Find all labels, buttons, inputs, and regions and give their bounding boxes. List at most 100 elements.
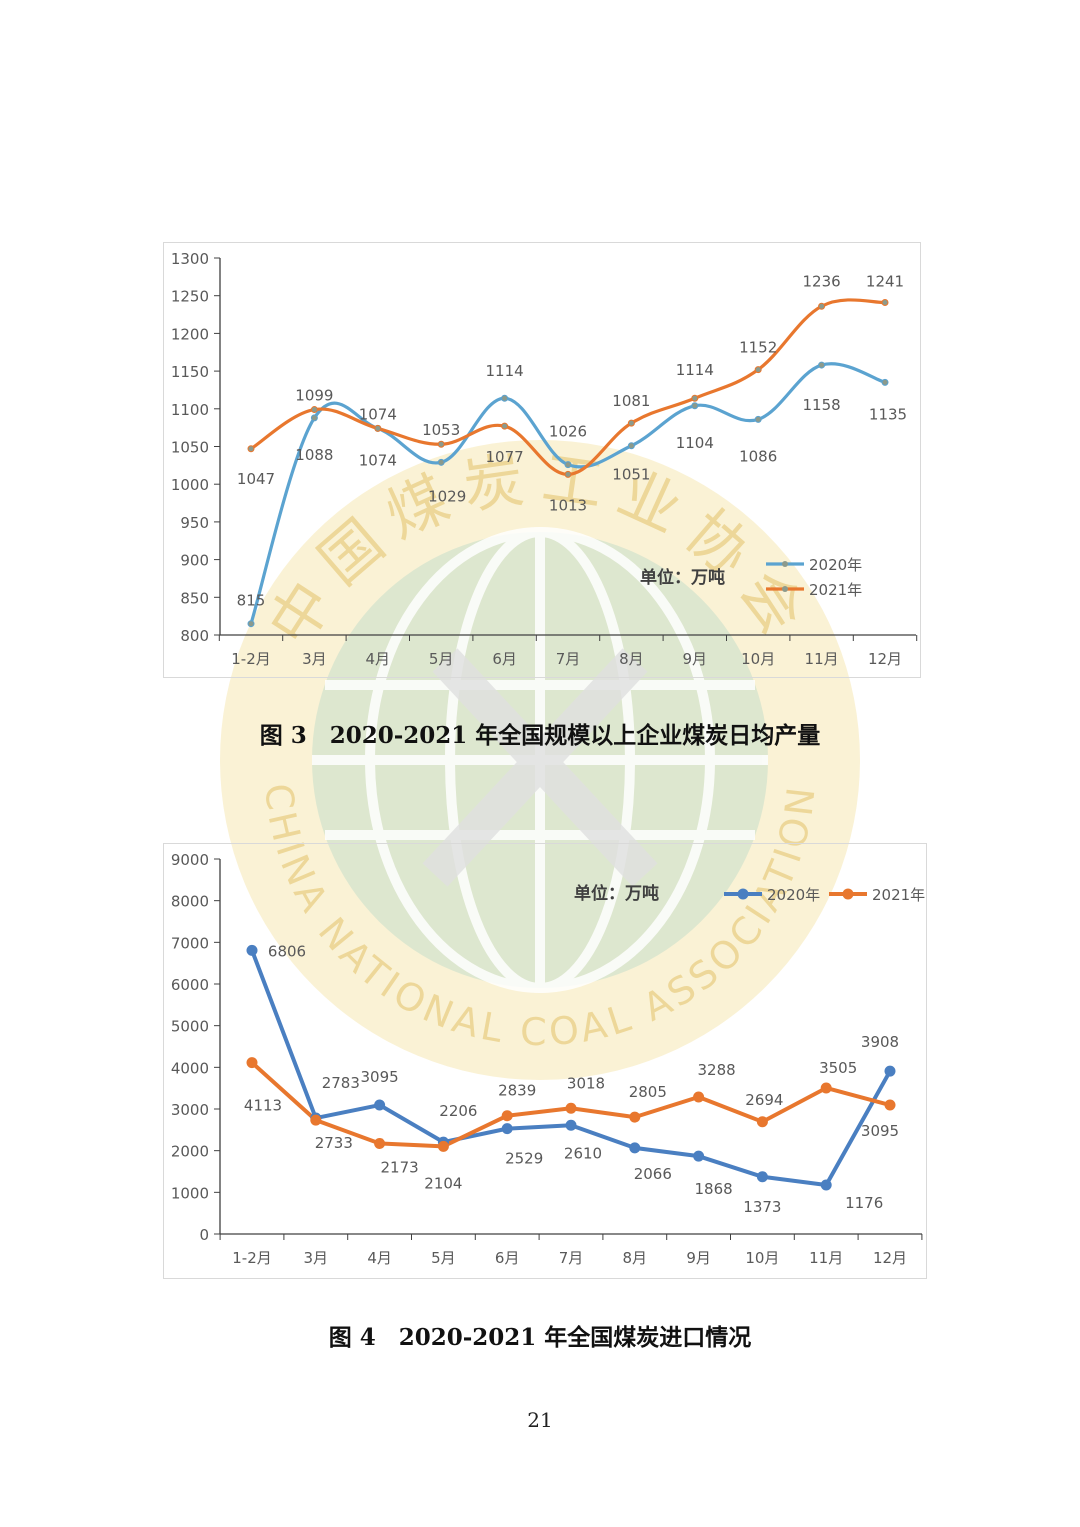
fig4-series-2020年-data-label: 2206 — [439, 1102, 477, 1120]
fig3-series-2021年-point — [501, 422, 509, 430]
fig3-x-tick-label: 7月 — [556, 650, 581, 668]
fig4-legend-2020年-marker — [737, 888, 749, 900]
fig4-y-tick-label: 9000 — [171, 851, 209, 869]
fig4-y-tick-label: 7000 — [171, 934, 209, 952]
fig4-series-2020年-point — [884, 1065, 896, 1077]
fig3-series-2020年-point — [818, 361, 826, 369]
fig3-series-2021年-point — [437, 440, 445, 448]
fig4-series-2021年-data-label: 3288 — [698, 1061, 736, 1079]
fig4-series-2021年-data-label: 4113 — [244, 1097, 282, 1115]
fig3-y-tick-label: 1050 — [171, 439, 209, 457]
figure-3-plot: 800 850 900 950 1000 1050 1100 1150 1200 1250 1300… — [171, 250, 918, 668]
fig4-series-2021年-data-label: 2173 — [381, 1158, 419, 1176]
fig4-series-2020年-data-label: 3908 — [861, 1033, 899, 1051]
fig4-x-tick-label: 4月 — [367, 1249, 392, 1267]
figure-4-chart: 0 1000 2000 3000 4000 5000 6000 7000 8000 9000 1-2… — [163, 843, 927, 1279]
fig3-series-2021年-data-label: 1152 — [739, 339, 777, 357]
fig4-series-2020年-data-label: 1373 — [743, 1198, 781, 1216]
page-number: 21 — [527, 1408, 553, 1432]
fig4-series-2021年-data-label: 3095 — [861, 1122, 899, 1140]
fig3-legend-2021年-label: 2021年 — [809, 581, 862, 599]
fig4-legend-2021年-marker — [842, 888, 854, 900]
fig3-series-2020年-data-label: 1029 — [428, 487, 466, 505]
fig4-series-2020年-data-label: 2066 — [634, 1165, 672, 1183]
fig3-series-2021年-data-label: 1236 — [803, 272, 841, 290]
fig3-series-2021年-point — [754, 366, 762, 374]
fig4-y-tick-label: 3000 — [171, 1101, 209, 1119]
fig3-series-2021年-data-label: 1081 — [612, 392, 650, 410]
fig4-series-2021年-data-label: 2805 — [629, 1083, 667, 1101]
fig3-series-2021年-point — [310, 406, 318, 414]
fig3-x-tick-label: 11月 — [805, 650, 839, 668]
fig4-x-tick-label: 11月 — [809, 1249, 843, 1267]
fig3-series-2021年-line — [250, 298, 886, 476]
fig3-series-2021年-point — [691, 394, 699, 402]
fig4-unit-note: 单位：万吨 — [574, 883, 659, 904]
fig4-series-2021年-point — [501, 1110, 513, 1122]
fig4-series-2021年-point — [437, 1140, 449, 1152]
fig4-series-2020年-point — [693, 1150, 705, 1162]
fig4-series-2021年-data-label: 3018 — [567, 1074, 605, 1092]
fig4-x-tick-label: 5月 — [431, 1249, 456, 1267]
fig4-x-tick-label: 6月 — [495, 1249, 520, 1267]
fig3-series-2020年-data-label: 1051 — [612, 466, 650, 484]
fig3-series-2021年-point — [627, 419, 635, 427]
fig4-x-tick-label: 3月 — [304, 1249, 329, 1267]
fig3-series-2020年-data-label: 1104 — [676, 434, 714, 452]
fig4-series-2020年-data-label: 3095 — [361, 1068, 399, 1086]
fig3-y-tick-label: 1150 — [171, 363, 209, 381]
fig4-x-tick-label: 9月 — [686, 1249, 711, 1267]
fig4-x-tick-label: 10月 — [745, 1249, 779, 1267]
fig3-series-2021年-data-label: 1013 — [549, 496, 587, 514]
fig3-series-2020年-line — [249, 362, 886, 625]
fig3-series-2020年-point — [627, 442, 635, 450]
fig4-series-2020年-point — [820, 1179, 832, 1191]
fig3-series-2020年-point — [754, 415, 762, 423]
fig4-series-2020年-data-label: 1176 — [845, 1194, 883, 1212]
fig4-x-tick-label: 1-2月 — [232, 1249, 272, 1267]
figure-3-caption: 图 3 2020-2021 年全国规模以上企业煤炭日均产量 — [259, 722, 821, 749]
fig3-y-tick-label: 1200 — [171, 325, 209, 343]
fig4-series-2020年-data-label: 1868 — [695, 1180, 733, 1198]
fig3-series-2020年-point — [501, 394, 509, 402]
fig4-y-tick-label: 0 — [199, 1226, 209, 1244]
association-watermark: 中国煤炭工业协会 CHINA NATIONAL COAL ASSOCIATION — [220, 440, 860, 1080]
watermark-pickaxes-icon — [422, 648, 658, 887]
fig4-series-2021年-data-label: 3505 — [819, 1059, 857, 1077]
fig3-series-2020年-point — [564, 461, 572, 469]
fig3-series-2020年-data-label: 815 — [237, 592, 266, 610]
fig4-x-tick-label: 12月 — [873, 1249, 907, 1267]
fig4-y-tick-label: 1000 — [171, 1184, 209, 1202]
fig3-series-2021年-data-label: 1114 — [676, 361, 714, 379]
fig3-series-2021年-point — [247, 445, 255, 453]
fig3-series-2021年-data-label: 1099 — [295, 387, 333, 405]
fig4-series-2020年-point — [756, 1171, 768, 1183]
fig4-y-tick-label: 5000 — [171, 1018, 209, 1036]
fig4-series-2020年-data-label: 2610 — [564, 1144, 602, 1162]
fig4-series-2020年-point — [374, 1099, 386, 1111]
fig4-legend-2021年-label: 2021年 — [872, 886, 925, 904]
fig3-x-tick-label: 12月 — [868, 650, 902, 668]
fig3-series-2021年-data-label: 1074 — [359, 405, 397, 423]
fig4-series-2021年-point — [693, 1091, 705, 1103]
fig3-series-2021年-point — [881, 298, 889, 306]
fig3-y-tick-label: 800 — [180, 627, 209, 645]
fig4-series-2021年-point — [629, 1111, 641, 1123]
fig4-series-2021年-point — [884, 1099, 896, 1111]
fig3-x-tick-label: 9月 — [683, 650, 708, 668]
fig4-series-2020年-data-label: 6806 — [268, 942, 306, 960]
fig3-series-2020年-point — [691, 402, 699, 410]
fig4-series-2021年-point — [246, 1057, 258, 1069]
fig3-series-2020年-point — [881, 378, 889, 386]
fig4-series-2021年-point — [374, 1137, 386, 1149]
fig3-x-tick-label: 10月 — [741, 650, 775, 668]
fig3-y-tick-label: 1100 — [171, 401, 209, 419]
fig3-series-2021年-data-label: 1053 — [422, 421, 460, 439]
fig3-series-2020年-data-label: 1114 — [486, 362, 524, 380]
fig3-y-tick-label: 1000 — [171, 476, 209, 494]
fig4-series-2021年-data-label: 2839 — [498, 1082, 536, 1100]
fig4-y-tick-label: 6000 — [171, 976, 209, 994]
fig3-series-2020年-data-label: 1086 — [739, 447, 777, 465]
fig4-series-2021年-data-label: 2104 — [424, 1174, 462, 1192]
fig4-series-2021年-point — [310, 1114, 322, 1126]
